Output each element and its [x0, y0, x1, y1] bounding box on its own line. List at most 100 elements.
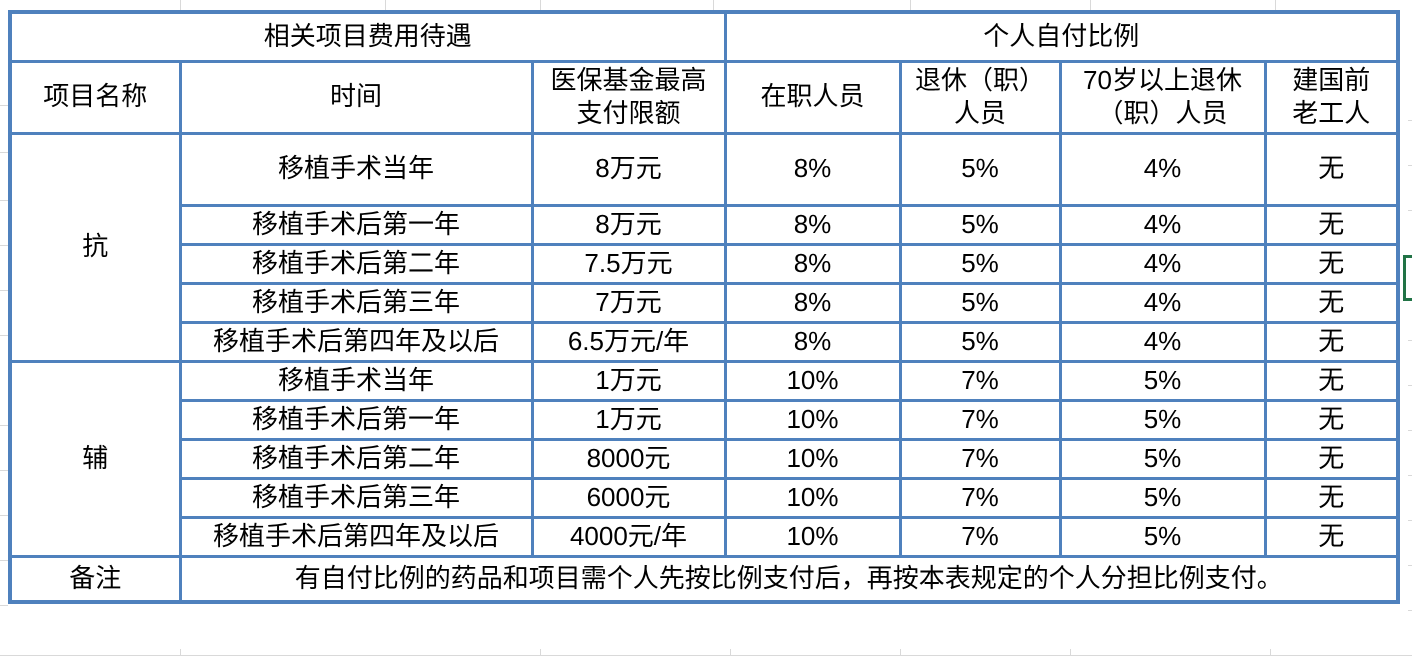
rate-retired-cell[interactable]: 7% [898, 437, 1062, 480]
rate-retired-cell[interactable]: 7% [898, 515, 1062, 558]
rate-active-cell[interactable]: 10% [723, 359, 902, 402]
gridline-stub [385, 0, 386, 10]
gridline-stub [0, 515, 8, 516]
rate-active-cell[interactable]: 8% [723, 320, 902, 363]
column-header-active-staff[interactable]: 在职人员 [723, 59, 902, 135]
gridline-stub [1408, 610, 1412, 611]
gridline-stub [1408, 385, 1412, 386]
limit-cell[interactable]: 8万元 [530, 203, 727, 246]
column-header-retired-70[interactable]: 70岁以上退休 （职）人员 [1058, 59, 1267, 135]
gridline-stub [540, 649, 541, 655]
gridline-stub [180, 649, 181, 655]
rate-active-cell[interactable]: 8% [723, 203, 902, 246]
time-cell[interactable]: 移植手术后第一年 [178, 203, 534, 246]
table-row: 抗 移植手术当年 8万元 8% 5% 4% 无 [8, 131, 1400, 363]
time-cell[interactable]: 移植手术后第二年 [178, 437, 534, 480]
rate-retired70-cell[interactable]: 5% [1058, 515, 1267, 558]
time-cell[interactable]: 移植手术后第三年 [178, 281, 534, 324]
column-header-time[interactable]: 时间 [178, 59, 534, 135]
rate-retired70-cell[interactable]: 4% [1058, 320, 1267, 363]
rate-prefounding-cell[interactable]: 无 [1263, 476, 1400, 519]
rate-retired-cell[interactable]: 5% [898, 242, 1062, 285]
time-cell[interactable]: 移植手术后第三年 [178, 476, 534, 519]
limit-cell[interactable]: 4000元/年 [530, 515, 727, 558]
rate-prefounding-cell[interactable]: 无 [1263, 131, 1400, 207]
group-header-cell-self-pay-ratio[interactable]: 个人自付比例 [723, 10, 1400, 63]
category-cell[interactable]: 抗 [8, 131, 182, 363]
rate-active-cell[interactable]: 10% [723, 437, 902, 480]
rate-retired70-cell[interactable]: 5% [1058, 398, 1267, 441]
gridline-stub [0, 470, 8, 471]
gridline-stub [0, 105, 8, 106]
table-row: 移植手术后第二年 8000元 10% 7% 5% 无 [10, 437, 1400, 480]
rate-active-cell[interactable]: 8% [723, 131, 902, 207]
remark-label-cell[interactable]: 备注 [8, 554, 182, 604]
column-header-retired[interactable]: 退休（职） 人员 [898, 59, 1062, 135]
rate-retired70-cell[interactable]: 5% [1058, 476, 1267, 519]
gridline-stub [730, 649, 731, 655]
rate-active-cell[interactable]: 8% [723, 242, 902, 285]
rate-prefounding-cell[interactable]: 无 [1263, 398, 1400, 441]
rate-retired-cell[interactable]: 5% [898, 320, 1062, 363]
group-header-cell-project-fees[interactable]: 相关项目费用待遇 [8, 10, 727, 63]
table-row: 移植手术后第一年 8万元 8% 5% 4% 无 [10, 203, 1400, 246]
gridline-stub [1408, 340, 1412, 341]
time-cell[interactable]: 移植手术后第一年 [178, 398, 534, 441]
rate-active-cell[interactable]: 8% [723, 281, 902, 324]
table-row: 移植手术后第二年 7.5万元 8% 5% 4% 无 [10, 242, 1400, 285]
rate-retired70-cell[interactable]: 4% [1058, 131, 1267, 207]
gridline-stub [0, 335, 8, 336]
rate-prefounding-cell[interactable]: 无 [1263, 281, 1400, 324]
rate-retired70-cell[interactable]: 4% [1058, 281, 1267, 324]
limit-cell[interactable]: 8000元 [530, 437, 727, 480]
gridline-stub [1070, 649, 1071, 655]
rate-retired-cell[interactable]: 7% [898, 398, 1062, 441]
rate-retired70-cell[interactable]: 4% [1058, 203, 1267, 246]
rate-retired-cell[interactable]: 5% [898, 131, 1062, 207]
rate-retired-cell[interactable]: 7% [898, 359, 1062, 402]
category-cell[interactable]: 辅 [8, 359, 182, 558]
rate-active-cell[interactable]: 10% [723, 515, 902, 558]
rate-retired-cell[interactable]: 7% [898, 476, 1062, 519]
column-header-project-name[interactable]: 项目名称 [8, 59, 182, 135]
table-row: 移植手术后第三年 6000元 10% 7% 5% 无 [10, 476, 1400, 519]
limit-cell[interactable]: 6000元 [530, 476, 727, 519]
rate-prefounding-cell[interactable]: 无 [1263, 515, 1400, 558]
limit-cell[interactable]: 1万元 [530, 359, 727, 402]
column-header-fund-max[interactable]: 医保基金最高 支付限额 [530, 59, 727, 135]
rate-retired70-cell[interactable]: 4% [1058, 242, 1267, 285]
time-cell[interactable]: 移植手术后第四年及以后 [178, 320, 534, 363]
rate-active-cell[interactable]: 10% [723, 398, 902, 441]
rate-prefounding-cell[interactable]: 无 [1263, 359, 1400, 402]
time-cell[interactable]: 移植手术后第二年 [178, 242, 534, 285]
rate-prefounding-cell[interactable]: 无 [1263, 320, 1400, 363]
table-row: 移植手术后第一年 1万元 10% 7% 5% 无 [10, 398, 1400, 441]
column-header-pre-founding[interactable]: 建国前 老工人 [1263, 59, 1400, 135]
time-cell[interactable]: 移植手术后第四年及以后 [178, 515, 534, 558]
time-cell[interactable]: 移植手术当年 [178, 131, 534, 207]
gridline-stub [0, 152, 8, 153]
limit-cell[interactable]: 6.5万元/年 [530, 320, 727, 363]
rate-retired-cell[interactable]: 5% [898, 281, 1062, 324]
rate-retired70-cell[interactable]: 5% [1058, 359, 1267, 402]
time-cell[interactable]: 移植手术当年 [178, 359, 534, 402]
rate-retired-cell[interactable]: 5% [898, 203, 1062, 246]
rate-prefounding-cell[interactable]: 无 [1263, 203, 1400, 246]
rate-prefounding-cell[interactable]: 无 [1263, 242, 1400, 285]
limit-cell[interactable]: 7万元 [530, 281, 727, 324]
limit-cell[interactable]: 7.5万元 [530, 242, 727, 285]
gridline-stub [1408, 565, 1412, 566]
gridline-stub [1408, 475, 1412, 476]
gridline-stub [0, 425, 8, 426]
gridline-stub [0, 560, 8, 561]
gridline-stub [1270, 649, 1271, 655]
rate-retired70-cell[interactable]: 5% [1058, 437, 1267, 480]
rate-prefounding-cell[interactable]: 无 [1263, 437, 1400, 480]
table-row: 移植手术后第三年 7万元 8% 5% 4% 无 [10, 281, 1400, 324]
gridline-stub [1090, 0, 1091, 10]
limit-cell[interactable]: 8万元 [530, 131, 727, 207]
remark-text-cell[interactable]: 有自付比例的药品和项目需个人先按比例支付后，再按本表规定的个人分担比例支付。 [178, 554, 1400, 604]
limit-cell[interactable]: 1万元 [530, 398, 727, 441]
rate-active-cell[interactable]: 10% [723, 476, 902, 519]
